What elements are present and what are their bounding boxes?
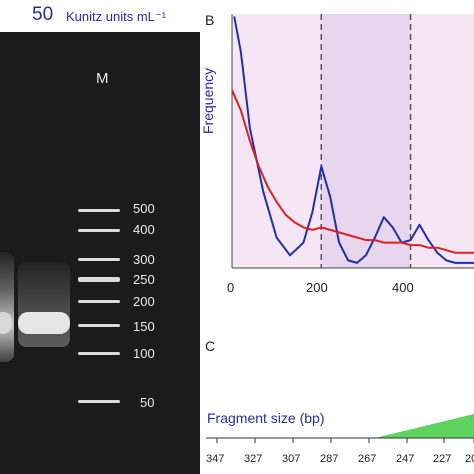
fragment-tick-347: 347 — [206, 453, 225, 465]
marker-label-250: 250 — [133, 272, 155, 287]
x-tick-0: 0 — [227, 280, 235, 295]
marker-label-150: 150 — [133, 319, 155, 334]
marker-band-200 — [78, 300, 120, 303]
blue-series-line — [233, 16, 474, 264]
marker-band-400 — [78, 229, 120, 232]
marker-band-300 — [78, 258, 120, 261]
marker-label-400: 400 — [133, 222, 155, 237]
fragment-size-label: Fragment size (bp) — [207, 410, 325, 426]
gel-header: 50 Kunitz units mL⁻¹ — [0, 0, 200, 32]
marker-label-500: 500 — [133, 201, 155, 216]
fragment-tick-227: 227 — [433, 453, 452, 465]
x-tick-200: 200 — [306, 280, 328, 295]
panel-b-letter: B — [205, 12, 215, 28]
fragment-tick-327: 327 — [244, 453, 263, 465]
marker-band-100 — [78, 352, 120, 355]
fragment-tick-20: 20 — [465, 453, 474, 465]
red-series-line — [231, 89, 474, 254]
sample-lane-1-smear — [0, 252, 14, 362]
concentration-value: 50 — [32, 4, 54, 25]
fragment-tick-247: 247 — [396, 453, 415, 465]
agarose-gel-image: M 500 400 300 250 200 150 100 50 — [0, 32, 200, 474]
x-tick-400: 400 — [392, 280, 414, 295]
marker-band-250 — [78, 277, 120, 282]
marker-band-150 — [78, 324, 120, 327]
fragment-tick-267: 267 — [358, 453, 377, 465]
marker-label-50: 50 — [140, 395, 155, 410]
panel-c-letter: C — [205, 338, 216, 354]
fragment-tick-307: 307 — [282, 453, 301, 465]
concentration-unit: Kunitz units mL⁻¹ — [66, 9, 167, 24]
fragment-distribution-fill — [375, 414, 474, 438]
marker-band-50 — [78, 400, 120, 403]
sample-lane-2-main-band — [18, 312, 70, 334]
marker-label-300: 300 — [133, 252, 155, 267]
marker-label-100: 100 — [133, 346, 155, 361]
fragment-tick-287: 287 — [320, 453, 339, 465]
marker-lane-label: M — [96, 70, 109, 87]
marker-band-500 — [78, 209, 120, 212]
sample-lane-1-main-band — [0, 312, 12, 334]
marker-label-200: 200 — [133, 294, 155, 309]
